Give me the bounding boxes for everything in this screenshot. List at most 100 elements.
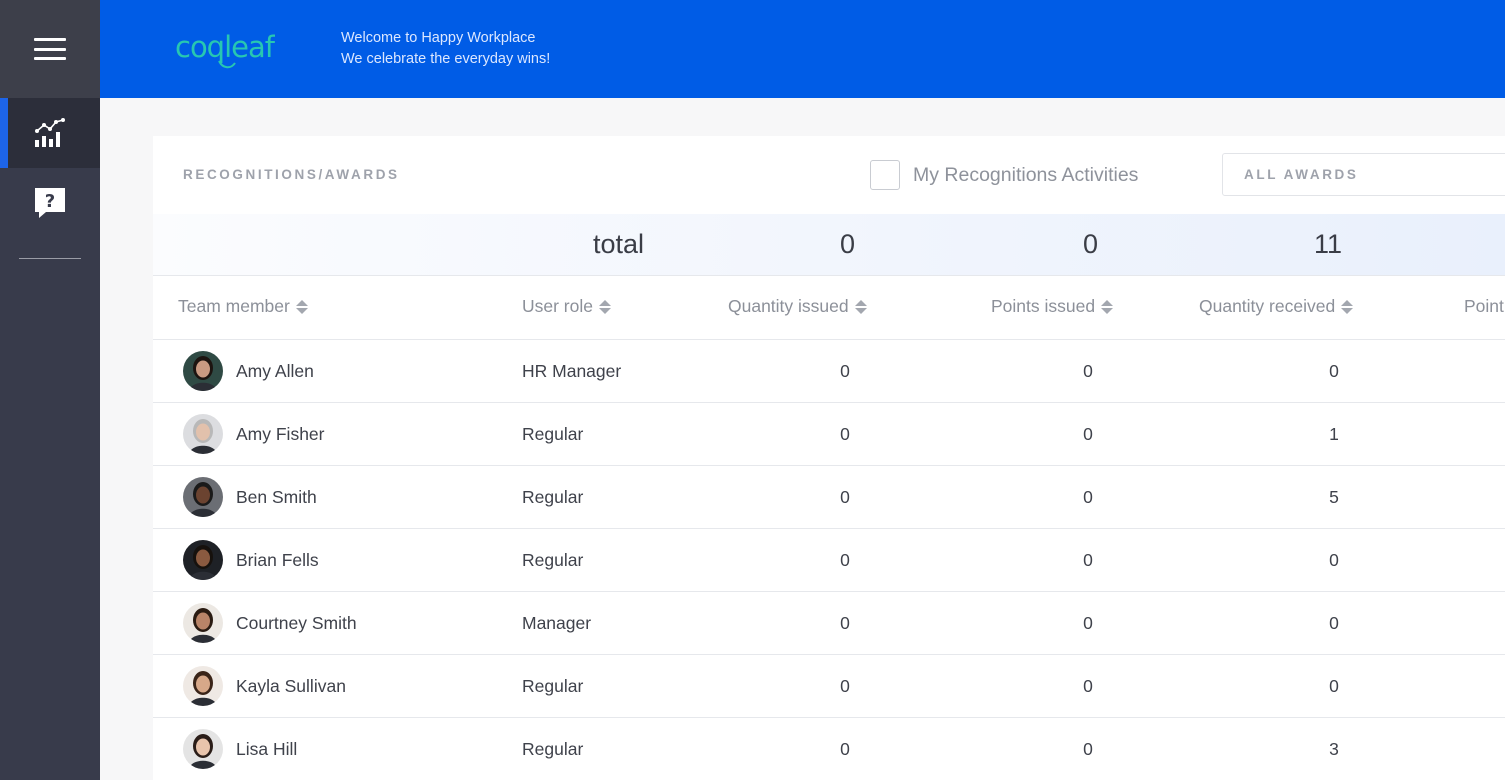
column-label: Quantity issued <box>728 296 849 316</box>
column-points-received[interactable]: Point <box>1464 296 1504 317</box>
quantity-issued-value: 0 <box>840 424 850 444</box>
svg-text:?: ? <box>45 191 55 212</box>
table-row[interactable]: Brian Fells Regular 0 0 0 <box>153 529 1505 592</box>
column-quantity-issued[interactable]: Quantity issued <box>728 296 867 317</box>
column-points-issued[interactable]: Points issued <box>991 296 1114 317</box>
quantity-issued-value: 0 <box>840 676 850 696</box>
member-name[interactable]: Courtney Smith <box>236 613 357 633</box>
quantity-issued-value: 0 <box>840 550 850 570</box>
avatar-photo-icon <box>183 351 223 391</box>
sidebar-item-help[interactable]: ? <box>0 168 100 238</box>
sort-icon <box>1341 299 1354 314</box>
member-name[interactable]: Amy Fisher <box>236 424 325 444</box>
quantity-received-value: 0 <box>1329 550 1339 570</box>
analytics-chart-icon <box>35 118 65 147</box>
sidebar-divider <box>19 258 81 259</box>
quantity-issued-value: 0 <box>840 613 850 633</box>
tagline-line-1: Welcome to Happy Workplace <box>341 30 536 46</box>
award-filter-select[interactable]: ALL AWARDS <box>1222 153 1505 196</box>
table-row[interactable]: Amy Allen HR Manager 0 0 0 <box>153 340 1505 403</box>
avatar[interactable] <box>183 540 223 580</box>
quantity-issued-value: 0 <box>840 487 850 507</box>
column-label: User role <box>522 296 593 316</box>
column-label: Points issued <box>991 296 1096 316</box>
award-filter-value: ALL AWARDS <box>1244 167 1359 182</box>
quantity-received-value: 0 <box>1329 613 1339 633</box>
table-row[interactable]: Amy Fisher Regular 0 0 1 <box>153 403 1505 466</box>
totals-row: total 0 0 11 <box>153 214 1505 276</box>
table-row[interactable]: Kayla Sullivan Regular 0 0 0 <box>153 655 1505 718</box>
table-header: Team member User role Quantity issued Po… <box>153 276 1505 340</box>
points-issued-value: 0 <box>1083 613 1093 633</box>
member-role: Regular <box>522 739 584 759</box>
sort-icon <box>1101 299 1114 314</box>
recognitions-card: RECOGNITIONS/AWARDS My Recognitions Acti… <box>153 136 1505 780</box>
my-recognitions-label: My Recognitions Activities <box>913 163 1139 186</box>
quantity-issued-value: 0 <box>840 361 850 381</box>
column-label: Quantity received <box>1199 296 1336 316</box>
table-row[interactable]: Ben Smith Regular 0 0 5 <box>153 466 1505 529</box>
table-row[interactable]: Courtney Smith Manager 0 0 0 <box>153 592 1505 655</box>
hamburger-icon <box>34 38 66 60</box>
avatar-photo-icon <box>183 666 223 706</box>
points-issued-value: 0 <box>1083 676 1093 696</box>
table-row[interactable]: Lisa Hill Regular 0 0 3 <box>153 718 1505 780</box>
points-issued-value: 0 <box>1083 424 1093 444</box>
points-issued-value: 0 <box>1083 361 1093 381</box>
member-role: Regular <box>522 424 584 444</box>
cooleaf-logo[interactable]: coqleaf <box>175 27 275 71</box>
avatar-photo-icon <box>183 603 223 643</box>
avatar-photo-icon <box>183 729 223 769</box>
my-recognitions-checkbox[interactable] <box>870 160 900 190</box>
member-role: HR Manager <box>522 361 622 381</box>
leaf-logo-icon: coqleaf <box>175 30 275 69</box>
sort-icon <box>854 299 867 314</box>
member-name[interactable]: Lisa Hill <box>236 739 298 759</box>
column-user-role[interactable]: User role <box>522 296 611 317</box>
avatar[interactable] <box>183 666 223 706</box>
quantity-received-value: 5 <box>1329 487 1339 507</box>
quantity-received-value: 3 <box>1329 739 1339 759</box>
svg-text:coqleaf: coqleaf <box>175 30 275 64</box>
quantity-received-value: 0 <box>1329 361 1339 381</box>
avatar[interactable] <box>183 414 223 454</box>
avatar-photo-icon <box>183 477 223 517</box>
top-header: coqleaf Welcome to Happy Workplace We ce… <box>100 0 1505 98</box>
avatar[interactable] <box>183 729 223 769</box>
member-role: Regular <box>522 550 584 570</box>
avatar[interactable] <box>183 477 223 517</box>
table-body: Amy Allen HR Manager 0 0 0 Amy Fisher Re… <box>153 340 1505 780</box>
column-label: Point <box>1464 296 1504 316</box>
tagline-line-2: We celebrate the everyday wins! <box>341 51 551 67</box>
avatar[interactable] <box>183 351 223 391</box>
total-quantity-issued: 0 <box>840 229 856 259</box>
points-issued-value: 0 <box>1083 550 1093 570</box>
my-recognitions-toggle[interactable]: My Recognitions Activities <box>870 160 1138 190</box>
member-role: Regular <box>522 676 584 696</box>
avatar[interactable] <box>183 603 223 643</box>
avatar-photo-icon <box>183 414 223 454</box>
menu-toggle-button[interactable] <box>0 0 100 98</box>
sort-icon <box>599 299 611 314</box>
total-points-issued: 0 <box>1083 229 1099 259</box>
total-quantity-received: 11 <box>1314 229 1343 259</box>
member-name[interactable]: Brian Fells <box>236 550 319 570</box>
sidebar-item-analytics[interactable] <box>0 98 100 168</box>
member-name[interactable]: Kayla Sullivan <box>236 676 346 696</box>
help-question-icon: ? <box>35 188 65 218</box>
totals-label: total <box>593 229 645 259</box>
column-quantity-received[interactable]: Quantity received <box>1199 296 1354 317</box>
avatar-photo-icon <box>183 540 223 580</box>
sort-icon <box>295 299 308 314</box>
member-name[interactable]: Ben Smith <box>236 487 317 507</box>
header-tagline: Welcome to Happy Workplace We celebrate … <box>341 28 550 70</box>
member-role: Regular <box>522 487 584 507</box>
card-title: RECOGNITIONS/AWARDS <box>183 167 400 182</box>
sidebar: ? <box>0 0 100 780</box>
card-header: RECOGNITIONS/AWARDS My Recognitions Acti… <box>153 136 1505 214</box>
member-name[interactable]: Amy Allen <box>236 361 314 381</box>
quantity-received-value: 0 <box>1329 676 1339 696</box>
column-label: Team member <box>178 296 290 316</box>
column-team-member[interactable]: Team member <box>178 296 308 317</box>
points-issued-value: 0 <box>1083 487 1093 507</box>
